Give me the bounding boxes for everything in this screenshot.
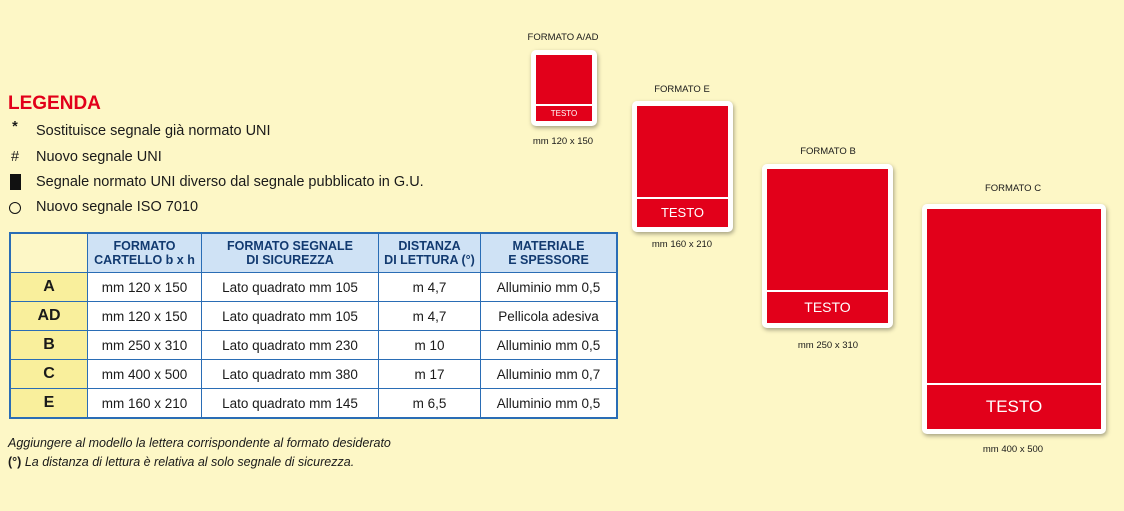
format-size: mm 250 x 310	[797, 340, 859, 351]
sign-text: TESTO	[550, 109, 578, 118]
table-cell: Pellicola adesiva	[480, 301, 618, 331]
sign-text: TESTO	[804, 299, 851, 315]
table-cell: B	[9, 330, 88, 360]
sign-red: TESTO	[536, 55, 592, 121]
header-text: FORMATO SEGNALE	[227, 239, 353, 253]
table-cell: m 4,7	[378, 272, 481, 302]
table-cell: Lato quadrato mm 145	[201, 388, 379, 419]
header-cell	[9, 232, 88, 273]
sign: TESTO	[632, 101, 733, 232]
format-size: mm 120 x 150	[532, 136, 594, 147]
note: (°) La distanza di lettura è relativa al…	[8, 455, 354, 469]
table-cell: Lato quadrato mm 230	[201, 330, 379, 360]
header-cell: DISTANZA DI LETTURA (°)	[378, 232, 481, 273]
sign-divider	[927, 383, 1101, 385]
sign-divider	[637, 197, 728, 199]
sign-text: TESTO	[660, 205, 705, 220]
legend-symbol: *	[12, 119, 18, 135]
table-cell: m 6,5	[378, 388, 481, 419]
header-row: FORMATO CARTELLO b x h FORMATO SEGNALE DI S…	[9, 232, 618, 273]
table-cell: mm 120 x 150	[87, 301, 202, 331]
sign: TESTO	[922, 204, 1106, 434]
spec-table: FORMATO CARTELLO b x h FORMATO SEGNALE DI S…	[9, 232, 618, 419]
header-cell: MATERIALE E SPESSORE	[480, 232, 618, 273]
sign-divider	[536, 104, 592, 106]
table-cell: Alluminio mm 0,7	[480, 359, 618, 389]
legend-text: Segnale normato UNI diverso dal segnale …	[36, 174, 424, 190]
table-cell: mm 120 x 150	[87, 272, 202, 302]
table-cell: C	[9, 359, 88, 389]
format-size: mm 400 x 500	[982, 444, 1044, 455]
format-label: FORMATO C	[984, 183, 1042, 194]
sign: TESTO	[531, 50, 597, 126]
table-cell: m 10	[378, 330, 481, 360]
sign-red: TESTO	[637, 106, 728, 227]
header-text: E SPESSORE	[508, 253, 589, 267]
table-cell: mm 160 x 210	[87, 388, 202, 419]
legend-text: Sostituisce segnale già normato UNI	[36, 123, 271, 139]
legend-title: LEGENDA	[8, 93, 101, 114]
table-cell: Lato quadrato mm 105	[201, 301, 379, 331]
sign-text: TESTO	[985, 397, 1043, 416]
header-text: CARTELLO b x h	[94, 253, 195, 267]
legend-symbol: #	[10, 149, 20, 165]
table-cell: Lato quadrato mm 105	[201, 272, 379, 302]
format-label: FORMATO B	[800, 146, 856, 157]
table-cell: mm 250 x 310	[87, 330, 202, 360]
header-text: DI SICUREZZA	[246, 253, 334, 267]
sign: TESTO	[762, 164, 893, 328]
format-size: mm 160 x 210	[651, 239, 713, 250]
note: Aggiungere al modello la lettera corrisp…	[8, 436, 391, 450]
header-cell: FORMATO SEGNALE DI SICUREZZA	[201, 232, 379, 273]
format-label: FORMATO E	[654, 84, 710, 95]
table-cell: Alluminio mm 0,5	[480, 272, 618, 302]
table-cell: Alluminio mm 0,5	[480, 330, 618, 360]
format-label: FORMATO A/AD	[527, 32, 599, 43]
table-cell: Lato quadrato mm 380	[201, 359, 379, 389]
legend-text: Nuovo segnale ISO 7010	[36, 199, 199, 215]
sign-red: TESTO	[767, 169, 888, 323]
sign-red: TESTO	[927, 209, 1101, 429]
table-row: AD mm 120 x 150 Lato quadrato mm 105 m 4,7 P…	[9, 301, 618, 331]
table-cell: Alluminio mm 0,5	[480, 388, 618, 419]
header-text: DI LETTURA (°)	[384, 253, 475, 267]
header-cell: FORMATO CARTELLO b x h	[87, 232, 202, 273]
table-cell: mm 400 x 500	[87, 359, 202, 389]
table-cell: A	[9, 272, 88, 302]
sign-divider	[767, 290, 888, 292]
table-cell: m 4,7	[378, 301, 481, 331]
table-cell: AD	[9, 301, 88, 331]
header-text: DISTANZA	[398, 239, 461, 253]
header-text: FORMATO	[113, 239, 176, 253]
note-prefix: (°)	[8, 455, 22, 469]
legend-symbol-box	[10, 174, 21, 190]
table-cell: m 17	[378, 359, 481, 389]
legend-symbol-circle	[9, 202, 21, 214]
header-text: MATERIALE	[512, 239, 585, 253]
note-text: La distanza di lettura è relativa al sol…	[24, 455, 355, 469]
legend-text: Nuovo segnale UNI	[36, 149, 162, 165]
table-cell: E	[9, 388, 88, 419]
